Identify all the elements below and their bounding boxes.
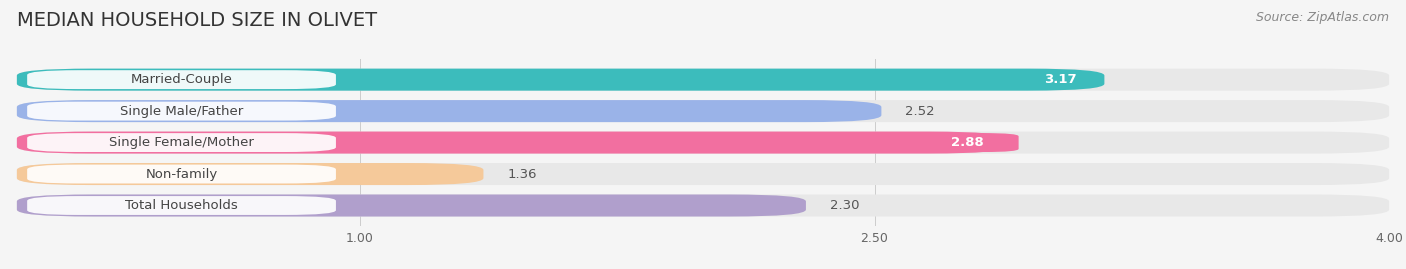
- Text: Total Households: Total Households: [125, 199, 238, 212]
- Text: 3.17: 3.17: [1045, 73, 1077, 86]
- Text: Non-family: Non-family: [145, 168, 218, 180]
- FancyBboxPatch shape: [17, 132, 1389, 154]
- Text: Single Female/Mother: Single Female/Mother: [110, 136, 254, 149]
- FancyBboxPatch shape: [27, 196, 336, 215]
- Text: 1.36: 1.36: [508, 168, 537, 180]
- FancyBboxPatch shape: [27, 165, 336, 183]
- FancyBboxPatch shape: [27, 102, 336, 121]
- Text: Single Male/Father: Single Male/Father: [120, 105, 243, 118]
- FancyBboxPatch shape: [17, 100, 1389, 122]
- Text: 2.88: 2.88: [950, 136, 984, 149]
- Text: MEDIAN HOUSEHOLD SIZE IN OLIVET: MEDIAN HOUSEHOLD SIZE IN OLIVET: [17, 11, 377, 30]
- FancyBboxPatch shape: [17, 163, 1389, 185]
- Text: Married-Couple: Married-Couple: [131, 73, 232, 86]
- FancyBboxPatch shape: [17, 163, 484, 185]
- FancyBboxPatch shape: [17, 69, 1104, 91]
- FancyBboxPatch shape: [17, 100, 882, 122]
- FancyBboxPatch shape: [27, 133, 336, 152]
- FancyBboxPatch shape: [17, 194, 806, 217]
- Text: 2.30: 2.30: [830, 199, 859, 212]
- Text: 2.52: 2.52: [905, 105, 935, 118]
- FancyBboxPatch shape: [17, 69, 1389, 91]
- FancyBboxPatch shape: [27, 70, 336, 89]
- Text: Source: ZipAtlas.com: Source: ZipAtlas.com: [1256, 11, 1389, 24]
- FancyBboxPatch shape: [17, 194, 1389, 217]
- FancyBboxPatch shape: [915, 133, 1018, 152]
- FancyBboxPatch shape: [17, 132, 1005, 154]
